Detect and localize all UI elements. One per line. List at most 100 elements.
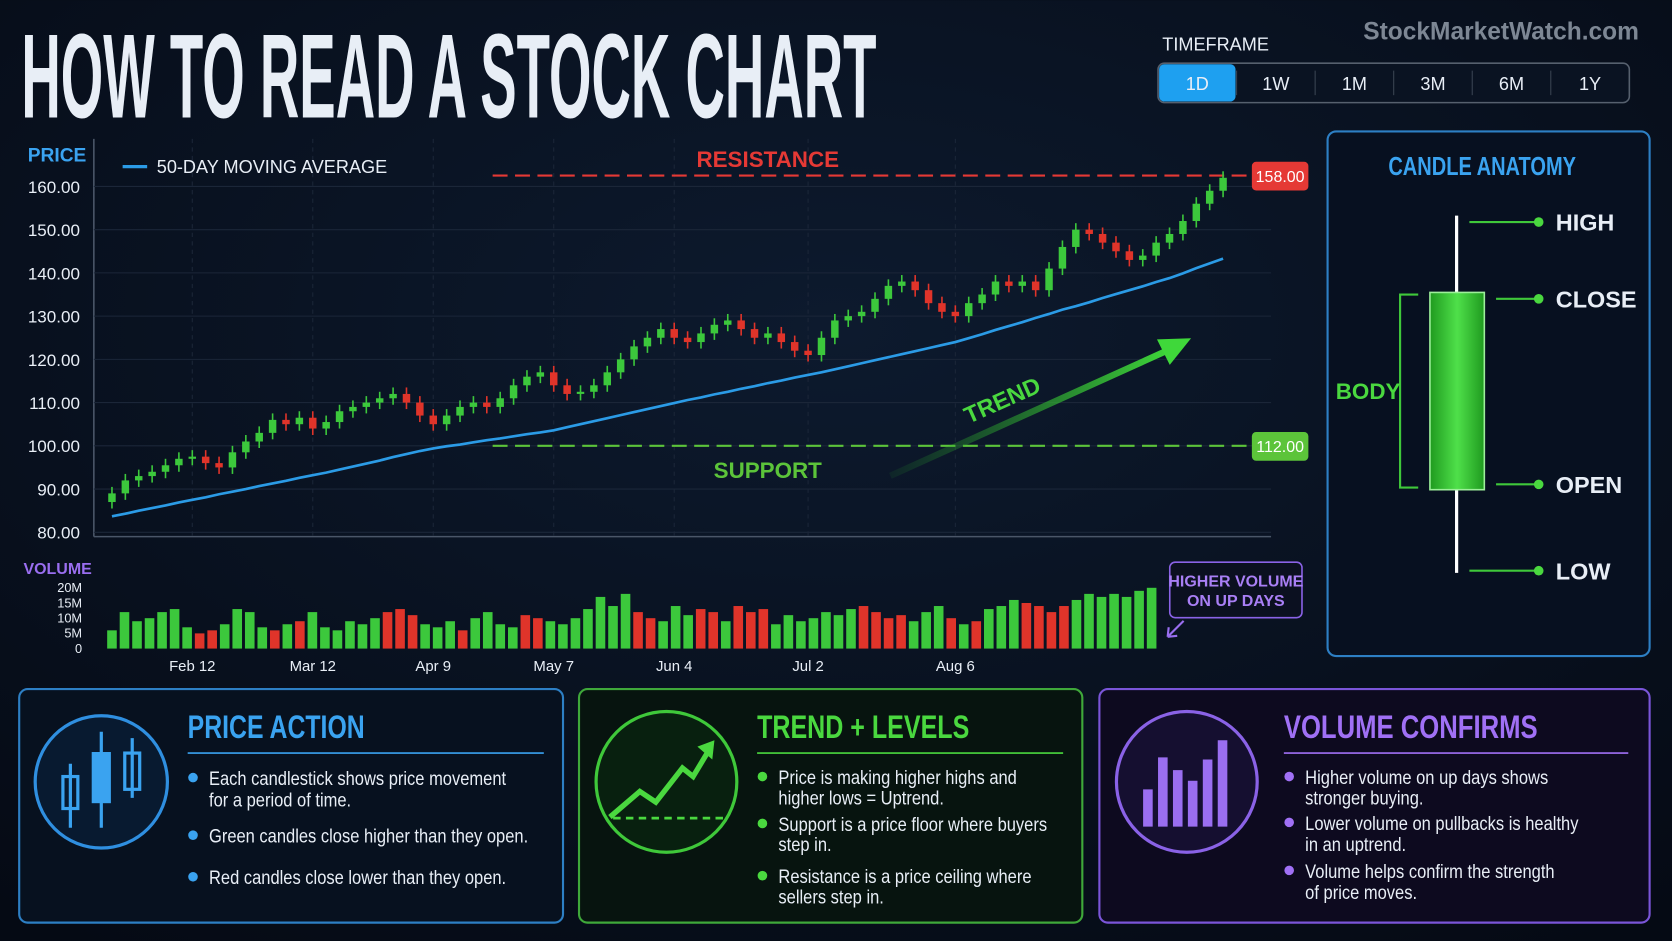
candle-body: [643, 337, 652, 347]
volume-bar: [670, 606, 681, 649]
candle-body: [1005, 281, 1013, 286]
bullet-text: Each candlestick shows price movement: [209, 768, 506, 789]
volume-bar: [432, 627, 443, 649]
icon-bars: [1143, 740, 1228, 827]
candle-body: [790, 342, 799, 351]
candle-body: [295, 417, 304, 425]
candle: [536, 365, 545, 384]
candle: [657, 322, 665, 345]
volume-bar: [871, 612, 881, 649]
candle-body: [282, 419, 290, 425]
volume-bar: [1009, 599, 1019, 649]
volume-bar: [508, 627, 518, 649]
volume-bar: [1046, 612, 1057, 649]
timeframe-button[interactable]: 3M: [1393, 70, 1446, 96]
candle: [108, 486, 116, 509]
volume-bar: [783, 615, 794, 649]
timeframe-button[interactable]: 1M: [1314, 70, 1367, 96]
volume-bar: [933, 606, 944, 649]
candle: [951, 305, 960, 323]
candle: [201, 450, 210, 470]
bullet-dot: [757, 771, 768, 782]
volume-bar: [395, 609, 405, 649]
volume-bar: [808, 618, 819, 649]
candle-body: [576, 391, 585, 394]
timeframe-selector: 1D 1W 1M 3M 6M 1Y: [1157, 62, 1631, 104]
price-label: PRICE: [28, 145, 87, 166]
candle: [643, 331, 652, 353]
x-tick-label: May 7: [533, 658, 574, 675]
candle: [804, 344, 812, 362]
candle: [175, 452, 183, 472]
candle: [777, 326, 786, 349]
candle: [1045, 262, 1053, 297]
bullet-dot: [757, 818, 768, 829]
volume-bar: [295, 621, 305, 649]
candle-body: [429, 415, 437, 425]
timeframe-button[interactable]: 1D: [1159, 64, 1236, 102]
candle-body: [228, 452, 237, 468]
candle-body: [175, 458, 183, 466]
icon-circle: [1114, 709, 1259, 854]
candle: [282, 413, 290, 431]
candle: [790, 335, 799, 358]
bullet-dot: [757, 870, 768, 881]
timeframe-button[interactable]: 1W: [1236, 70, 1291, 96]
candle-body: [831, 320, 839, 338]
volume-bar: [307, 612, 318, 649]
y-tick-label: 5M: [64, 626, 82, 641]
bullet-text: Lower volume on pullbacks is healthy: [1305, 813, 1578, 834]
timeframe-button[interactable]: 1Y: [1550, 70, 1601, 96]
volume-bar: [545, 621, 556, 649]
volume-bar: [520, 615, 531, 649]
candle-body: [764, 333, 772, 338]
page-title: HOW TO READ A STOCK CHART: [21, 11, 876, 144]
candle: [1165, 227, 1174, 250]
candle: [1031, 275, 1040, 297]
volume-bar: [658, 621, 668, 649]
candle: [161, 458, 170, 479]
candle: [322, 415, 330, 436]
candle: [215, 456, 223, 474]
anatomy-label: OPEN: [1556, 472, 1622, 498]
volume-bar: [495, 624, 506, 649]
button-label: 3M: [1420, 74, 1445, 94]
candle-body: [242, 441, 250, 453]
bullet-dot: [188, 871, 198, 882]
bullet-dot: [1284, 817, 1294, 828]
candle-body: [670, 329, 678, 338]
y-tick-label: 100.00: [28, 437, 80, 456]
volume-bar: [733, 606, 744, 649]
volume-bar: [533, 618, 543, 649]
bullet-text: in an uptrend.: [1305, 834, 1406, 855]
bullet-text: Green candles close higher than they ope…: [209, 825, 528, 846]
candle: [349, 400, 357, 418]
y-tick-label: 10M: [57, 610, 82, 625]
x-tick-label: Jul 2: [792, 658, 823, 675]
candle-body: [1058, 246, 1067, 269]
level-tag: 158.00: [1256, 169, 1305, 186]
candle-body: [683, 337, 692, 343]
candle-body: [750, 329, 759, 338]
candle-body: [1045, 268, 1053, 291]
trend-arrow-shaft: [889, 346, 1173, 479]
candle: [857, 305, 866, 323]
icon-trend: [608, 748, 712, 820]
candle-body: [442, 415, 451, 425]
volume-bar: [971, 621, 982, 649]
bullet-dot: [188, 830, 198, 840]
bullet-dot: [1284, 771, 1294, 782]
candle-body: [402, 393, 411, 403]
volume-bar: [1109, 593, 1119, 649]
timeframe-button[interactable]: 6M: [1471, 70, 1524, 96]
candle-body: [724, 320, 732, 325]
y-tick-label: 130.00: [28, 308, 80, 327]
volume-bar: [107, 630, 117, 649]
candle: [148, 465, 156, 483]
volume-bar: [708, 612, 719, 649]
anatomy-labels: HIGH CLOSE OPEN LOW: [1469, 210, 1637, 584]
candle-body: [375, 398, 384, 403]
candle-body: [911, 281, 919, 291]
candle: [442, 409, 451, 431]
